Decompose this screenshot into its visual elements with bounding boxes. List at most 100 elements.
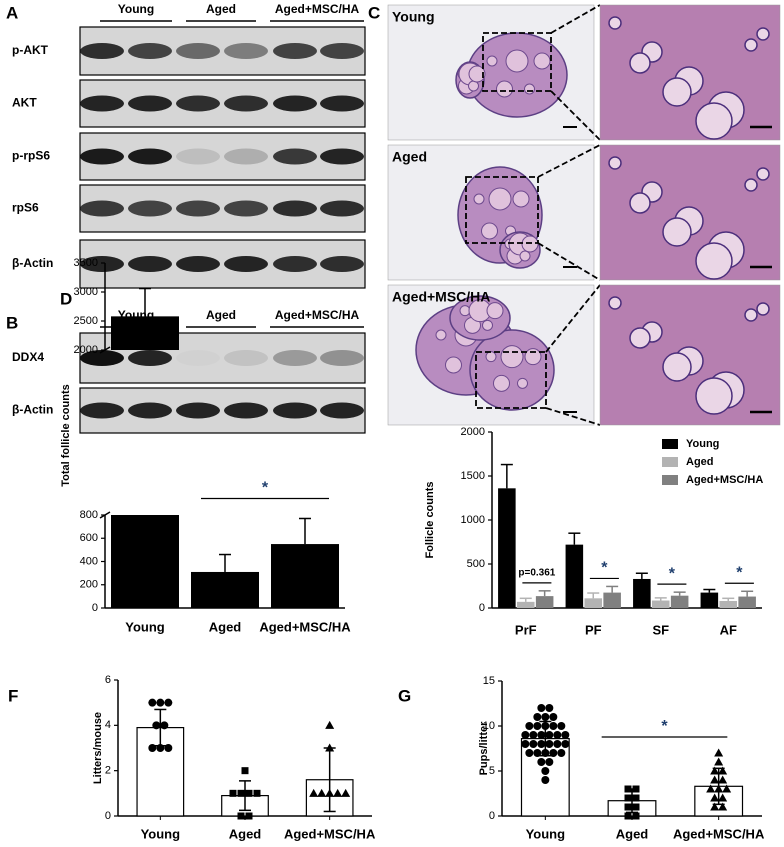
blot-band [273, 95, 317, 112]
data-point [710, 793, 720, 802]
blot-band [224, 256, 268, 272]
data-point [521, 740, 530, 748]
data-point [341, 788, 351, 797]
legend-label: Aged [686, 456, 714, 468]
blot-band [128, 200, 172, 217]
follicle [662, 352, 692, 382]
y-tick-label: 1500 [461, 470, 485, 482]
data-point [710, 766, 720, 775]
follicle [496, 80, 513, 98]
data-point [309, 788, 319, 797]
data-point [541, 713, 550, 721]
data-point [632, 785, 640, 793]
histology-label: Aged [392, 149, 427, 165]
zoom-line [550, 4, 601, 34]
annotation: * [669, 565, 676, 582]
annotation: p=0.361 [518, 567, 555, 578]
x-tick-label: Aged+MSC/HA [259, 619, 351, 634]
y-tick-label: 2000 [461, 426, 485, 438]
data-point [561, 731, 570, 739]
blot-band [320, 43, 364, 59]
data-point [152, 721, 161, 730]
data-point [229, 789, 237, 797]
data-point [533, 722, 542, 730]
y-tick-label: 15 [483, 675, 495, 687]
data-point [714, 757, 724, 766]
zoom-line [545, 284, 601, 353]
data-point [325, 720, 335, 729]
data-point [325, 743, 335, 752]
bar [633, 578, 651, 608]
data-point [541, 749, 550, 757]
bar [670, 595, 689, 608]
y-axis-label: Follicle counts [424, 481, 436, 558]
data-point [545, 704, 554, 712]
blot-band [320, 200, 364, 217]
follicle [512, 190, 530, 208]
data-point [241, 767, 249, 775]
data-point [624, 785, 632, 793]
follicle [482, 319, 493, 331]
follicle [756, 27, 770, 41]
blot-band [80, 256, 124, 272]
blot-band [224, 350, 268, 366]
legend-swatch [662, 439, 678, 449]
follicle [524, 83, 535, 95]
follicle [486, 55, 498, 67]
data-point [632, 812, 640, 820]
y-tick-label: 0 [489, 810, 495, 822]
data-point [156, 698, 165, 707]
y-axis-label: Litters/mouse [92, 712, 104, 784]
legend-label: Young [686, 438, 719, 450]
blot-band [320, 95, 364, 112]
follicle [473, 193, 485, 205]
data-point [317, 788, 327, 797]
bar [516, 601, 535, 608]
data-point [632, 803, 640, 811]
x-tick-label: SF [652, 622, 669, 637]
data-point [533, 749, 542, 757]
blot-band [128, 350, 172, 366]
data-point [537, 704, 546, 712]
blot-band [273, 148, 317, 165]
y-tick-label: 800 [80, 509, 98, 521]
follicle [533, 52, 551, 70]
data-point [529, 740, 538, 748]
follicle [695, 377, 733, 415]
y-tick-label: 2000 [74, 344, 98, 356]
x-tick-label: Aged [229, 826, 262, 841]
follicle [662, 77, 692, 107]
follicle [486, 302, 504, 320]
y-tick-label: 5 [489, 765, 495, 777]
data-point [537, 731, 546, 739]
zoom-line [537, 144, 601, 178]
annotation: * [736, 564, 743, 581]
data-point [525, 749, 534, 757]
blot-band [320, 148, 364, 165]
y-tick-label: 1000 [461, 514, 485, 526]
data-point [525, 722, 534, 730]
data-point [549, 713, 558, 721]
group-label: Aged [206, 2, 236, 16]
bar [719, 600, 738, 608]
blot-strip [79, 387, 366, 434]
follicle [524, 348, 542, 366]
follicle [695, 102, 733, 140]
data-point [545, 740, 554, 748]
blot-band [176, 95, 220, 112]
data-point [718, 775, 728, 784]
x-tick-label: PrF [515, 622, 537, 637]
blot-strip [79, 26, 366, 76]
y-axis-label: Pups/litter [478, 721, 490, 776]
blot-band [273, 402, 317, 419]
data-point [541, 722, 550, 730]
follicle [493, 374, 510, 392]
follicle [485, 351, 497, 363]
data-point [632, 794, 640, 802]
data-point [164, 698, 173, 707]
data-point [160, 721, 169, 730]
panel-label: B [6, 313, 18, 332]
x-tick-label: Young [125, 619, 165, 634]
zoom-line [550, 90, 601, 141]
data-point [714, 784, 724, 793]
